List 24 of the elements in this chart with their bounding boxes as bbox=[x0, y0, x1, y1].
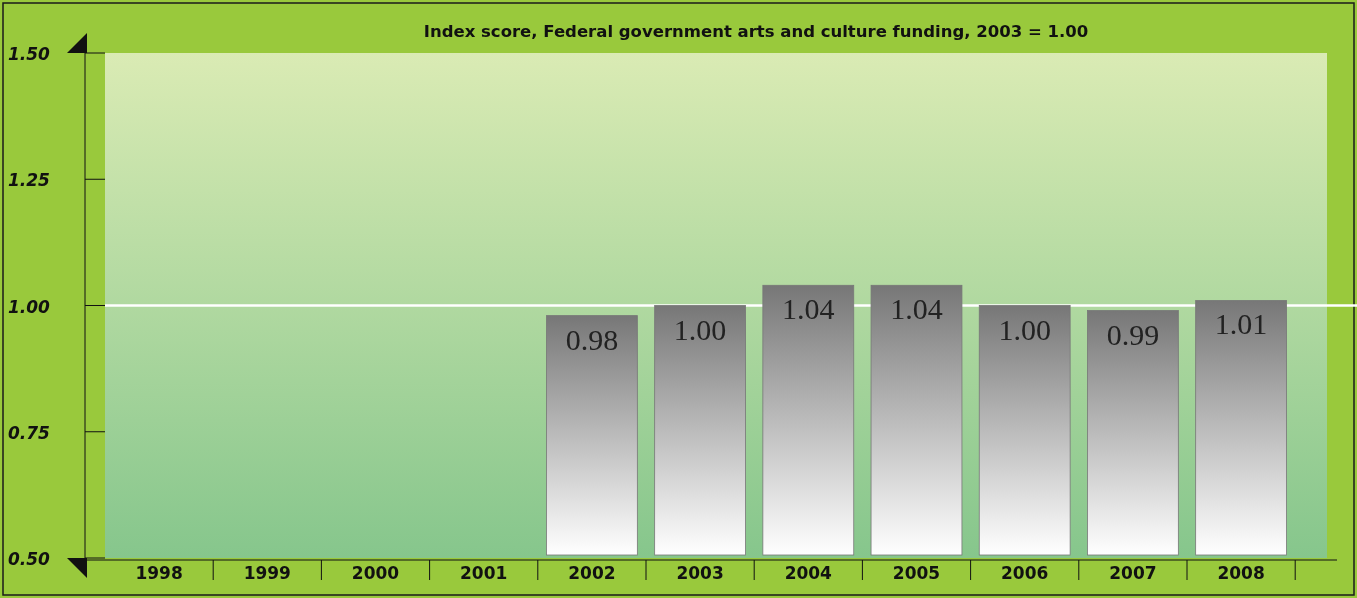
x-tick-label: 2004 bbox=[784, 563, 833, 583]
x-tick-label: 2007 bbox=[1109, 563, 1157, 583]
x-tick-label: 2008 bbox=[1217, 563, 1265, 583]
data-label: 1.00 bbox=[998, 312, 1051, 346]
y-tick-label: 0.50 bbox=[8, 549, 51, 569]
y-tick-label: 0.75 bbox=[8, 422, 50, 443]
data-label: 1.04 bbox=[782, 292, 835, 326]
x-tick-label: 2005 bbox=[892, 563, 941, 583]
data-label: 1.04 bbox=[890, 292, 943, 326]
x-tick-label: 2002 bbox=[568, 563, 616, 583]
chart-title: Index score, Federal government arts and culture funding, 2003 = 1.00 bbox=[423, 22, 1089, 41]
y-tick-label: 1.25 bbox=[8, 170, 50, 191]
x-tick-label: 2000 bbox=[351, 563, 400, 583]
x-tick-label: 2006 bbox=[1001, 563, 1049, 583]
y-tick-label: 1.00 bbox=[8, 296, 51, 317]
data-label: 0.98 bbox=[565, 322, 619, 356]
x-tick-label: 1998 bbox=[135, 563, 183, 583]
x-tick-label: 2001 bbox=[460, 563, 508, 583]
data-label: 1.01 bbox=[1214, 307, 1268, 341]
data-label: 0.99 bbox=[1106, 317, 1160, 351]
x-tick-label: 1999 bbox=[243, 563, 291, 583]
y-tick-label: 1.50 bbox=[8, 44, 51, 64]
data-label: 1.00 bbox=[673, 312, 727, 346]
x-tick-label: 2003 bbox=[676, 563, 724, 583]
